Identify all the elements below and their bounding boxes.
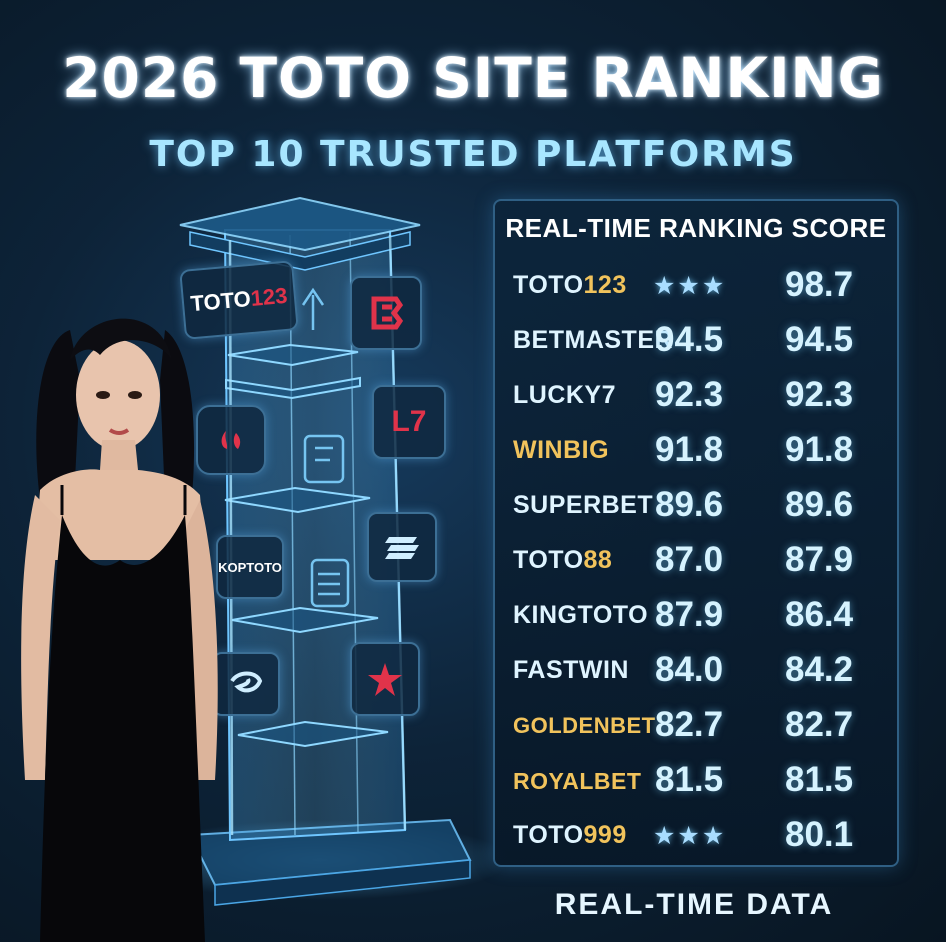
- site-name-accent: 88: [583, 546, 613, 574]
- stripes-logo-icon: [367, 512, 437, 582]
- site-name: GOLDENBET: [513, 713, 656, 738]
- woman-figure-image: [21, 318, 218, 942]
- score-secondary: 87.9: [785, 540, 854, 579]
- star-rating-icon: ★★★: [653, 271, 727, 300]
- score-secondary: 89.6: [785, 485, 854, 524]
- site-name: LUCKY7: [513, 381, 617, 409]
- ranking-row: BETMASTER 94.5 94.5: [495, 316, 897, 368]
- score-secondary: 82.7: [785, 705, 854, 744]
- score-secondary: 98.7: [785, 265, 854, 304]
- score-secondary: 84.2: [785, 650, 854, 689]
- ranking-panel: REAL-TIME RANKING SCORE TOTO123 ★★★ 98.7…: [493, 199, 899, 867]
- score-primary: 87.0: [655, 540, 724, 579]
- score-primary: 89.6: [655, 485, 724, 524]
- ranking-row: TOTO88 87.0 87.9: [495, 536, 897, 588]
- ranking-heading: REAL-TIME RANKING SCORE: [505, 213, 887, 243]
- score-primary: 92.3: [655, 375, 724, 414]
- score-primary: 84.0: [655, 650, 724, 689]
- score-primary: 81.5: [655, 760, 724, 799]
- site-name: FASTWIN: [513, 656, 629, 684]
- koptoto-logo-text: KOPTOTO: [218, 559, 282, 575]
- ranking-row: SUPERBET 89.6 89.6: [495, 481, 897, 533]
- score-primary: 94.5: [655, 320, 724, 359]
- b-logo-icon: [350, 276, 422, 350]
- ranking-row: FASTWIN 84.0 84.2: [495, 646, 897, 698]
- score-secondary: 86.4: [785, 595, 854, 634]
- score-primary: 91.8: [655, 430, 724, 469]
- site-name: ROYALBET: [513, 768, 642, 794]
- ranking-row: ROYALBET 81.5 81.5: [495, 756, 897, 808]
- score-primary: 82.7: [655, 705, 724, 744]
- l7-logo-icon: L7: [372, 385, 446, 459]
- site-name: SUPERBET: [513, 491, 654, 519]
- site-name-accent: 999: [583, 821, 627, 849]
- footer-label: REAL-TIME DATA: [554, 888, 834, 921]
- ranking-row: TOTO123 ★★★ 98.7: [495, 261, 897, 313]
- koptoto-logo-tile: KOPTOTO: [216, 535, 284, 599]
- site-name: TOTO: [513, 546, 584, 574]
- score-secondary: 80.1: [785, 815, 854, 854]
- ranking-row: LUCKY7 92.3 92.3: [495, 371, 897, 423]
- ranking-row: KINGTOTO 87.9 86.4: [495, 591, 897, 643]
- site-name: TOTO: [513, 821, 584, 849]
- page-title: 2026 TOTO SITE RANKING: [62, 46, 884, 110]
- score-secondary: 94.5: [785, 320, 854, 359]
- site-name: BETMASTER: [513, 326, 674, 354]
- red-drop-logo-icon: [196, 405, 266, 475]
- score-secondary: 92.3: [785, 375, 854, 414]
- score-primary: 87.9: [655, 595, 724, 634]
- site-name-accent: 123: [583, 271, 627, 299]
- toto123-logo-accent: 123: [249, 282, 289, 311]
- star-rating-icon: ★★★: [653, 821, 727, 850]
- ranking-row: TOTO999 ★★★ 80.1: [495, 811, 897, 863]
- score-secondary: 91.8: [785, 430, 854, 469]
- star-logo-icon: [350, 642, 420, 716]
- site-name: WINBIG: [513, 436, 610, 464]
- ranking-row: GOLDENBET 82.7 82.7: [495, 701, 897, 753]
- site-name: KINGTOTO: [513, 601, 649, 629]
- page-subtitle: TOP 10 TRUSTED PLATFORMS: [149, 134, 797, 175]
- score-secondary: 81.5: [785, 760, 854, 799]
- site-name: TOTO: [513, 271, 584, 299]
- ranking-row: WINBIG 91.8 91.8: [495, 426, 897, 478]
